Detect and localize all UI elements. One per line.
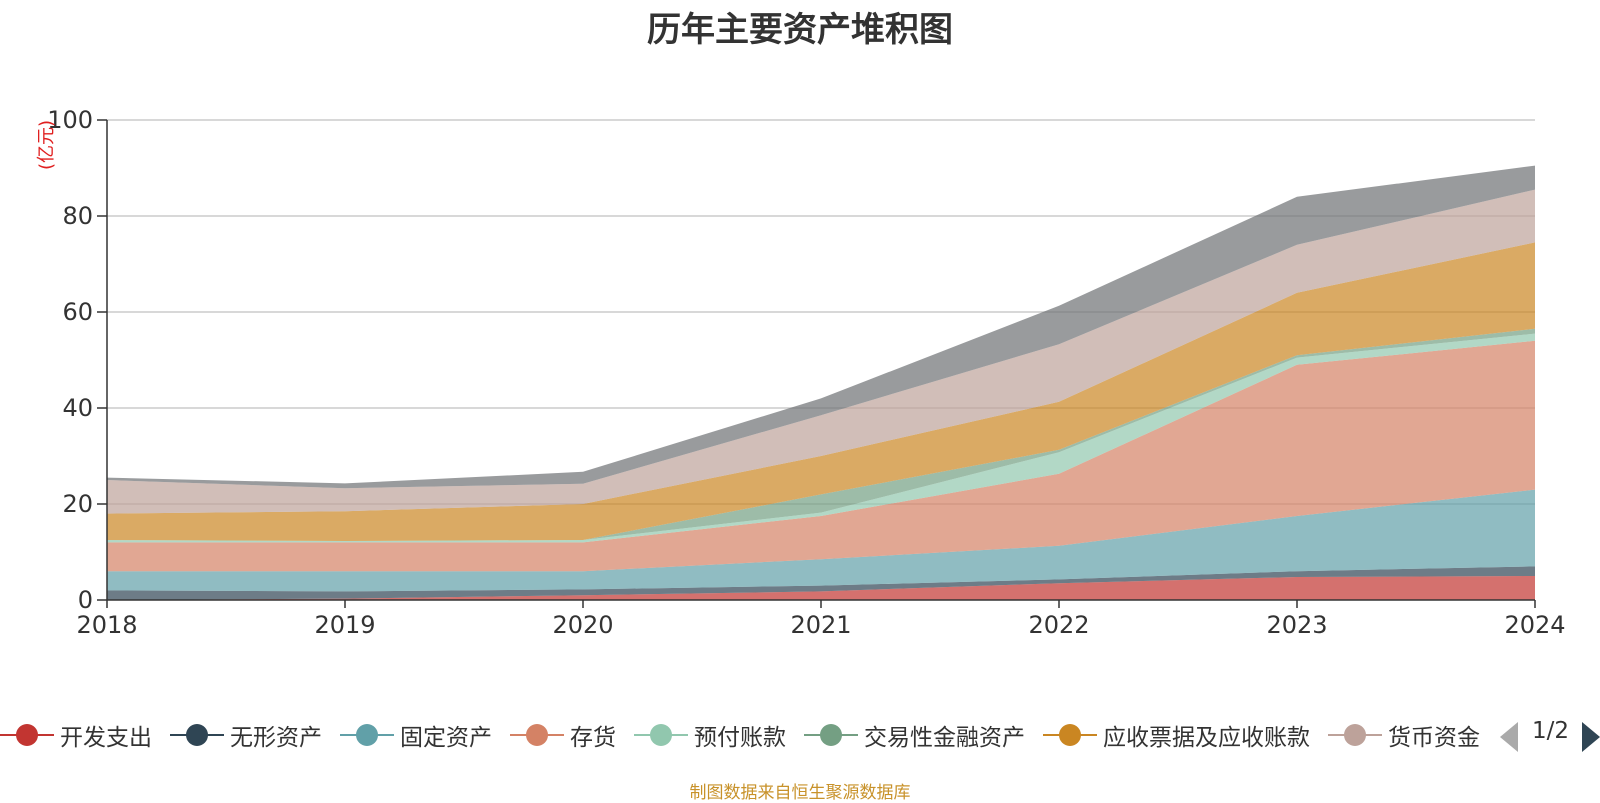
- legend-item[interactable]: 应收票据及应收账款: [1043, 718, 1310, 752]
- legend-marker-icon: [0, 723, 54, 747]
- legend-item[interactable]: 无形资产: [170, 718, 322, 752]
- legend-item[interactable]: 交易性金融资产: [804, 718, 1025, 752]
- legend-marker-icon: [804, 723, 858, 747]
- legend-page-indicator: 1/2: [1532, 718, 1569, 744]
- y-tick-label: 20: [62, 490, 93, 518]
- legend-label: 存货: [570, 718, 616, 752]
- y-tick-label: 0: [78, 586, 93, 614]
- x-tick-label: 2022: [1028, 611, 1089, 639]
- legend-marker-icon: [340, 723, 394, 747]
- y-tick-label: 40: [62, 394, 93, 422]
- legend-marker-icon: [170, 723, 224, 747]
- legend-item[interactable]: 货币资金: [1328, 718, 1480, 752]
- legend-label: 应收票据及应收账款: [1103, 718, 1310, 752]
- legend-item[interactable]: 固定资产: [340, 718, 492, 752]
- y-tick-label: 80: [62, 202, 93, 230]
- legend-label: 无形资产: [230, 718, 322, 752]
- data-source-note: 制图数据来自恒生聚源数据库: [0, 778, 1600, 803]
- legend-prev-page-icon[interactable]: [1500, 722, 1518, 752]
- x-tick-label: 2019: [314, 611, 375, 639]
- x-tick-label: 2021: [790, 611, 851, 639]
- legend-item[interactable]: 预付账款: [634, 718, 786, 752]
- legend-label: 交易性金融资产: [864, 718, 1025, 752]
- legend-marker-icon: [510, 723, 564, 747]
- legend-label: 固定资产: [400, 718, 492, 752]
- legend-marker-icon: [1328, 723, 1382, 747]
- x-tick-label: 2018: [76, 611, 137, 639]
- y-tick-label: 60: [62, 298, 93, 326]
- x-tick-label: 2024: [1504, 611, 1565, 639]
- legend-label: 预付账款: [694, 718, 786, 752]
- legend-marker-icon: [1043, 723, 1097, 747]
- legend-label: 货币资金: [1388, 718, 1480, 752]
- legend-next-page-icon[interactable]: [1582, 722, 1600, 752]
- legend-marker-icon: [634, 723, 688, 747]
- x-tick-label: 2020: [552, 611, 613, 639]
- legend-item[interactable]: 开发支出: [0, 718, 152, 752]
- x-tick-label: 2023: [1266, 611, 1327, 639]
- legend-pager: 1/2: [1500, 718, 1600, 752]
- y-axis-unit-label: (亿元): [36, 120, 57, 170]
- legend: 开发支出 无形资产 固定资产 存货 预付账款 交易性金融资产 应收票据及应收账款 货币资金: [0, 718, 1485, 752]
- legend-label: 开发支出: [60, 718, 152, 752]
- legend-item[interactable]: 存货: [510, 718, 616, 752]
- area-series: [107, 166, 1535, 600]
